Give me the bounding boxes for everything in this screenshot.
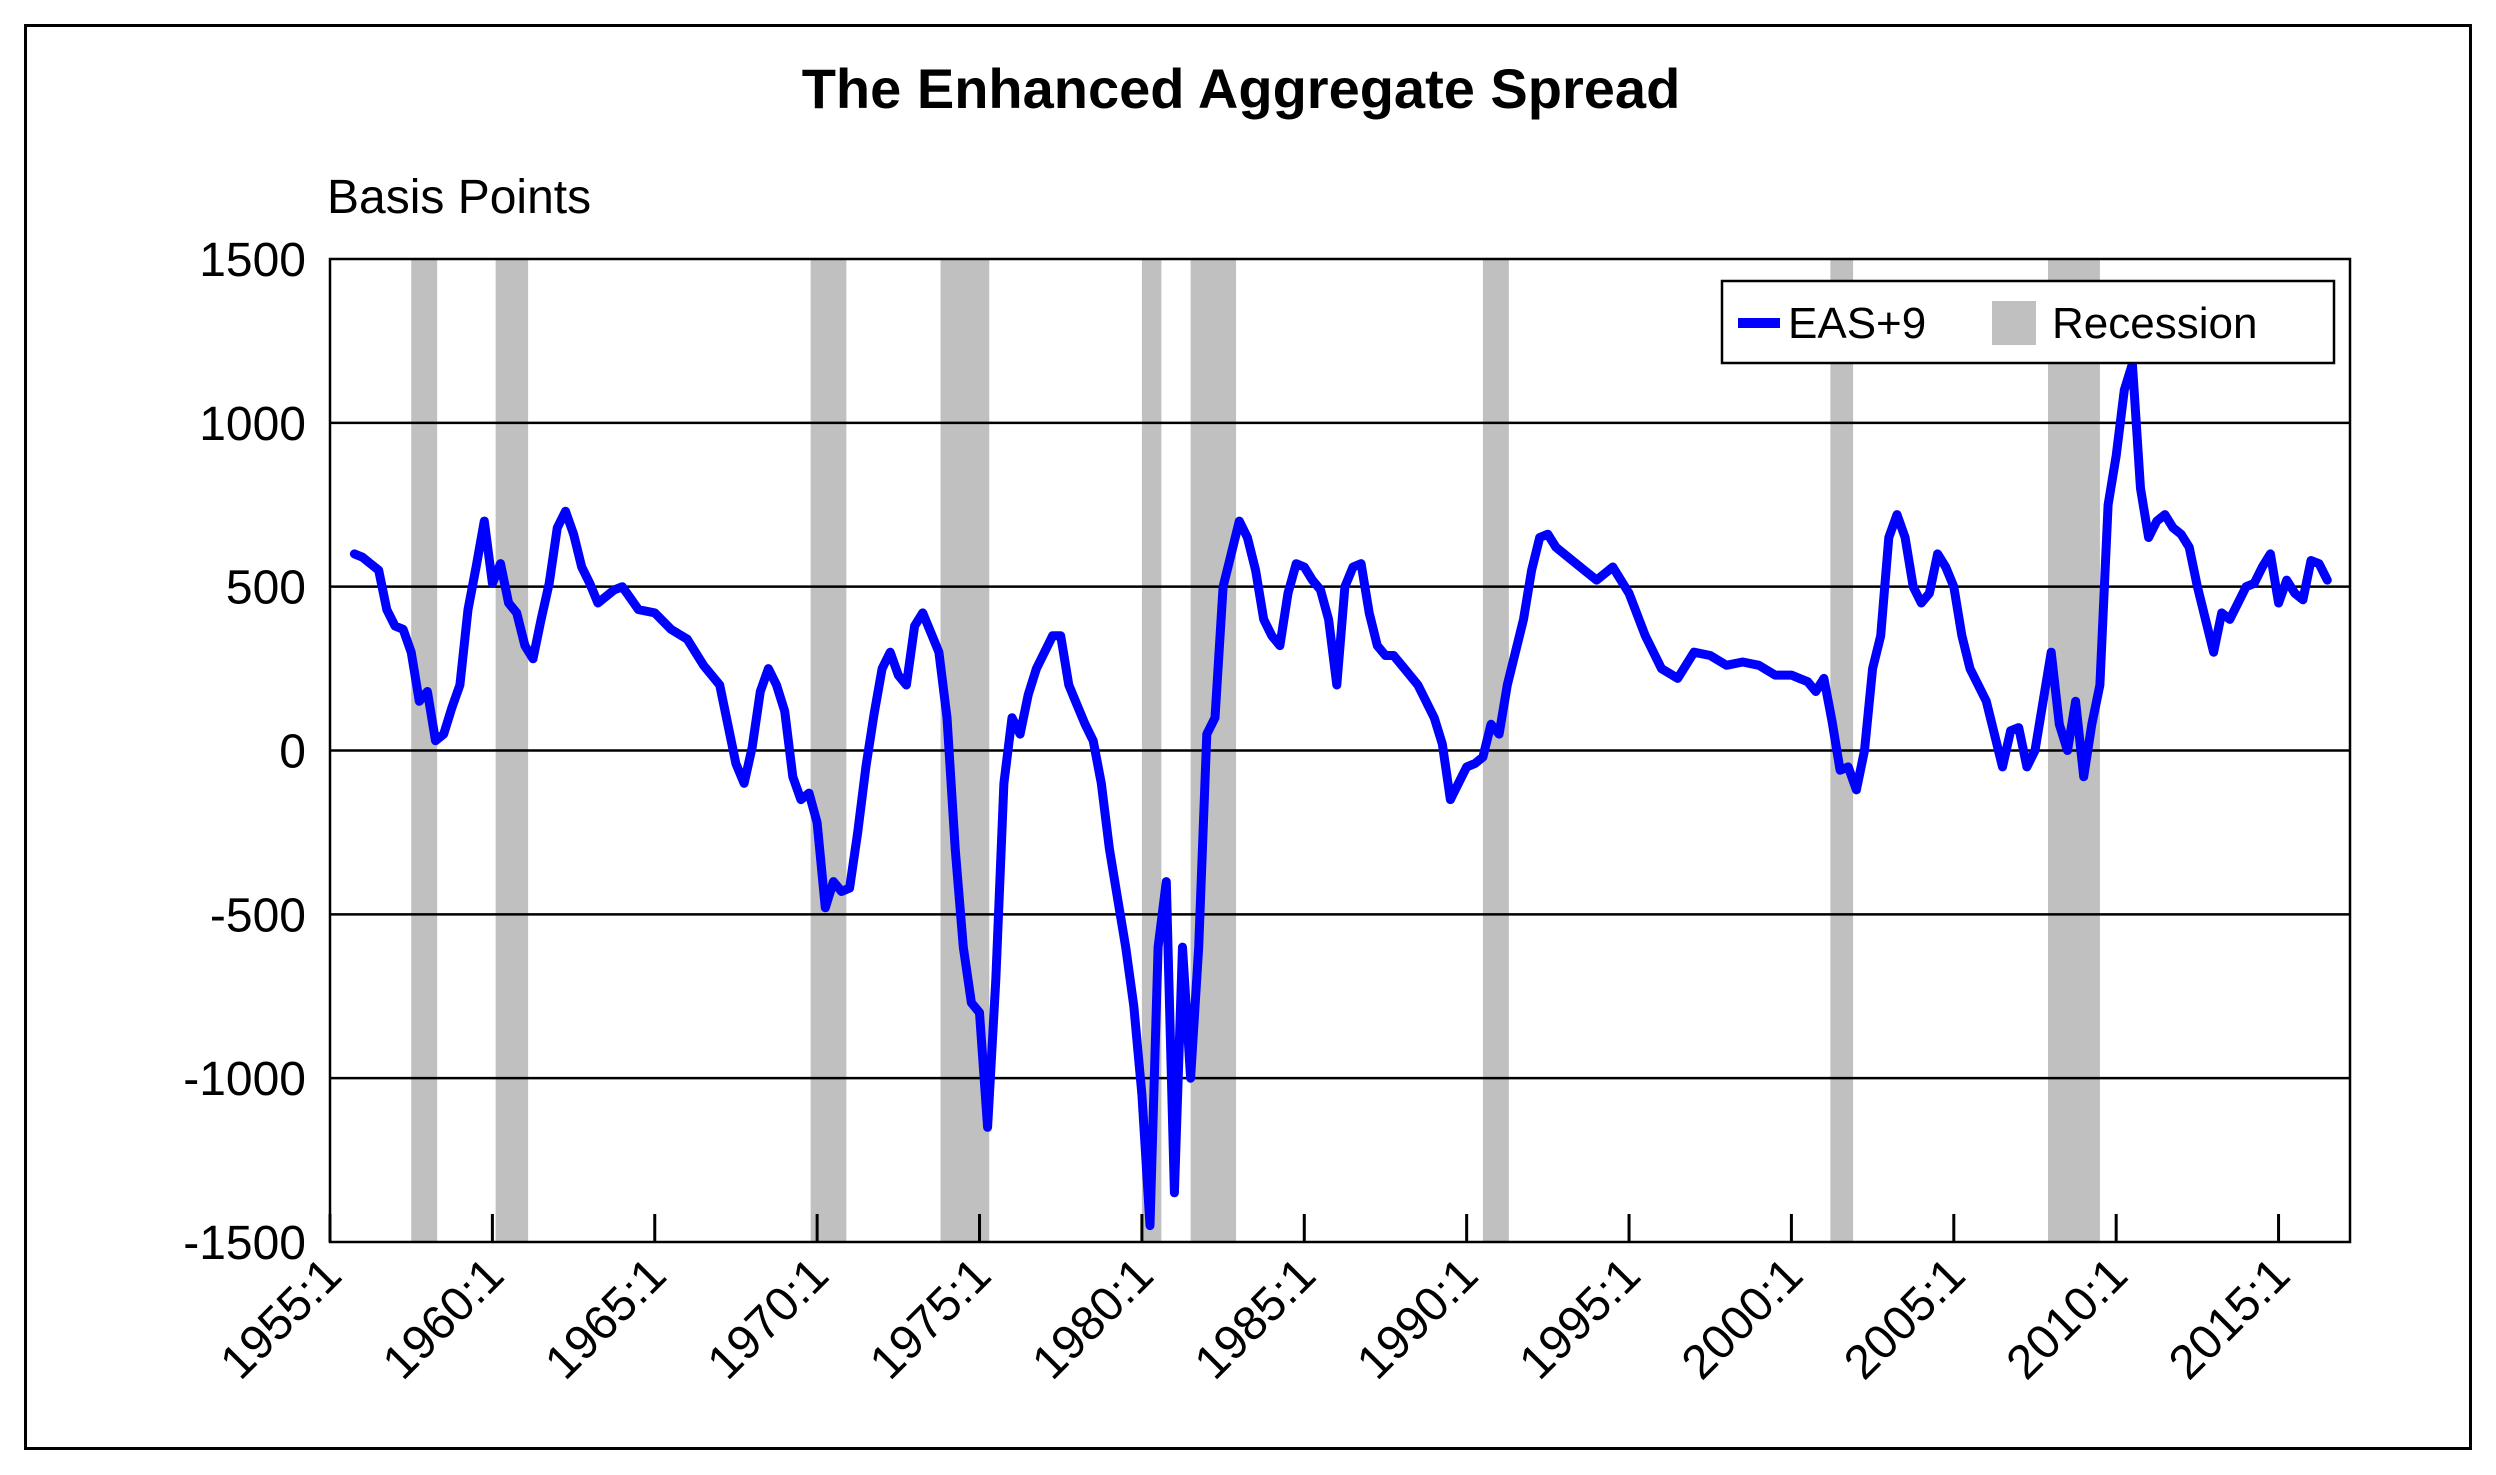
x-tick-label: 2005:1	[1834, 1248, 1975, 1389]
chart-title: The Enhanced Aggregate Spread	[802, 57, 1681, 120]
x-tick-label: 1995:1	[1510, 1248, 1651, 1389]
y-tick-label: -500	[210, 889, 306, 942]
y-tick-label: 500	[226, 562, 306, 615]
y-tick-label: 1000	[199, 398, 306, 451]
x-tick-label: 1990:1	[1347, 1248, 1488, 1389]
legend: EAS+9 Recession	[1720, 279, 2336, 365]
x-tick-label: 2010:1	[1997, 1248, 2138, 1389]
x-tick-label: 1980:1	[1022, 1248, 1163, 1389]
x-tick-label: 1970:1	[698, 1248, 839, 1389]
x-tick-label: 1975:1	[860, 1248, 1001, 1389]
x-tick-label: 1985:1	[1185, 1248, 1326, 1389]
legend-label-recession: Recession	[2052, 299, 2257, 348]
chart-frame: The Enhanced Aggregate Spread Basis Poin…	[24, 24, 2472, 1450]
plot-area-border	[328, 257, 2352, 1244]
x-tick-label: 2015:1	[2159, 1248, 2300, 1389]
grid-lines	[330, 421, 2350, 1080]
x-tick-label: 1965:1	[535, 1248, 676, 1389]
y-tick-label: -1000	[183, 1053, 306, 1106]
legend-label-eas9: EAS+9	[1788, 299, 1926, 348]
series-layer	[349, 359, 2332, 1231]
y-tick-label: 0	[279, 726, 306, 779]
legend-swatch-box	[1992, 301, 2036, 345]
chart: The Enhanced Aggregate Spread Basis Poin…	[183, 57, 2352, 1390]
y-axis-unit-label: Basis Points	[327, 171, 591, 224]
y-tick-label: 1500	[199, 234, 306, 287]
y-tick-label: -1500	[183, 1217, 306, 1270]
series-line-eas9	[349, 359, 2332, 1231]
x-tick-label: 1960:1	[373, 1248, 514, 1389]
x-tick-label: 2000:1	[1672, 1248, 1813, 1389]
